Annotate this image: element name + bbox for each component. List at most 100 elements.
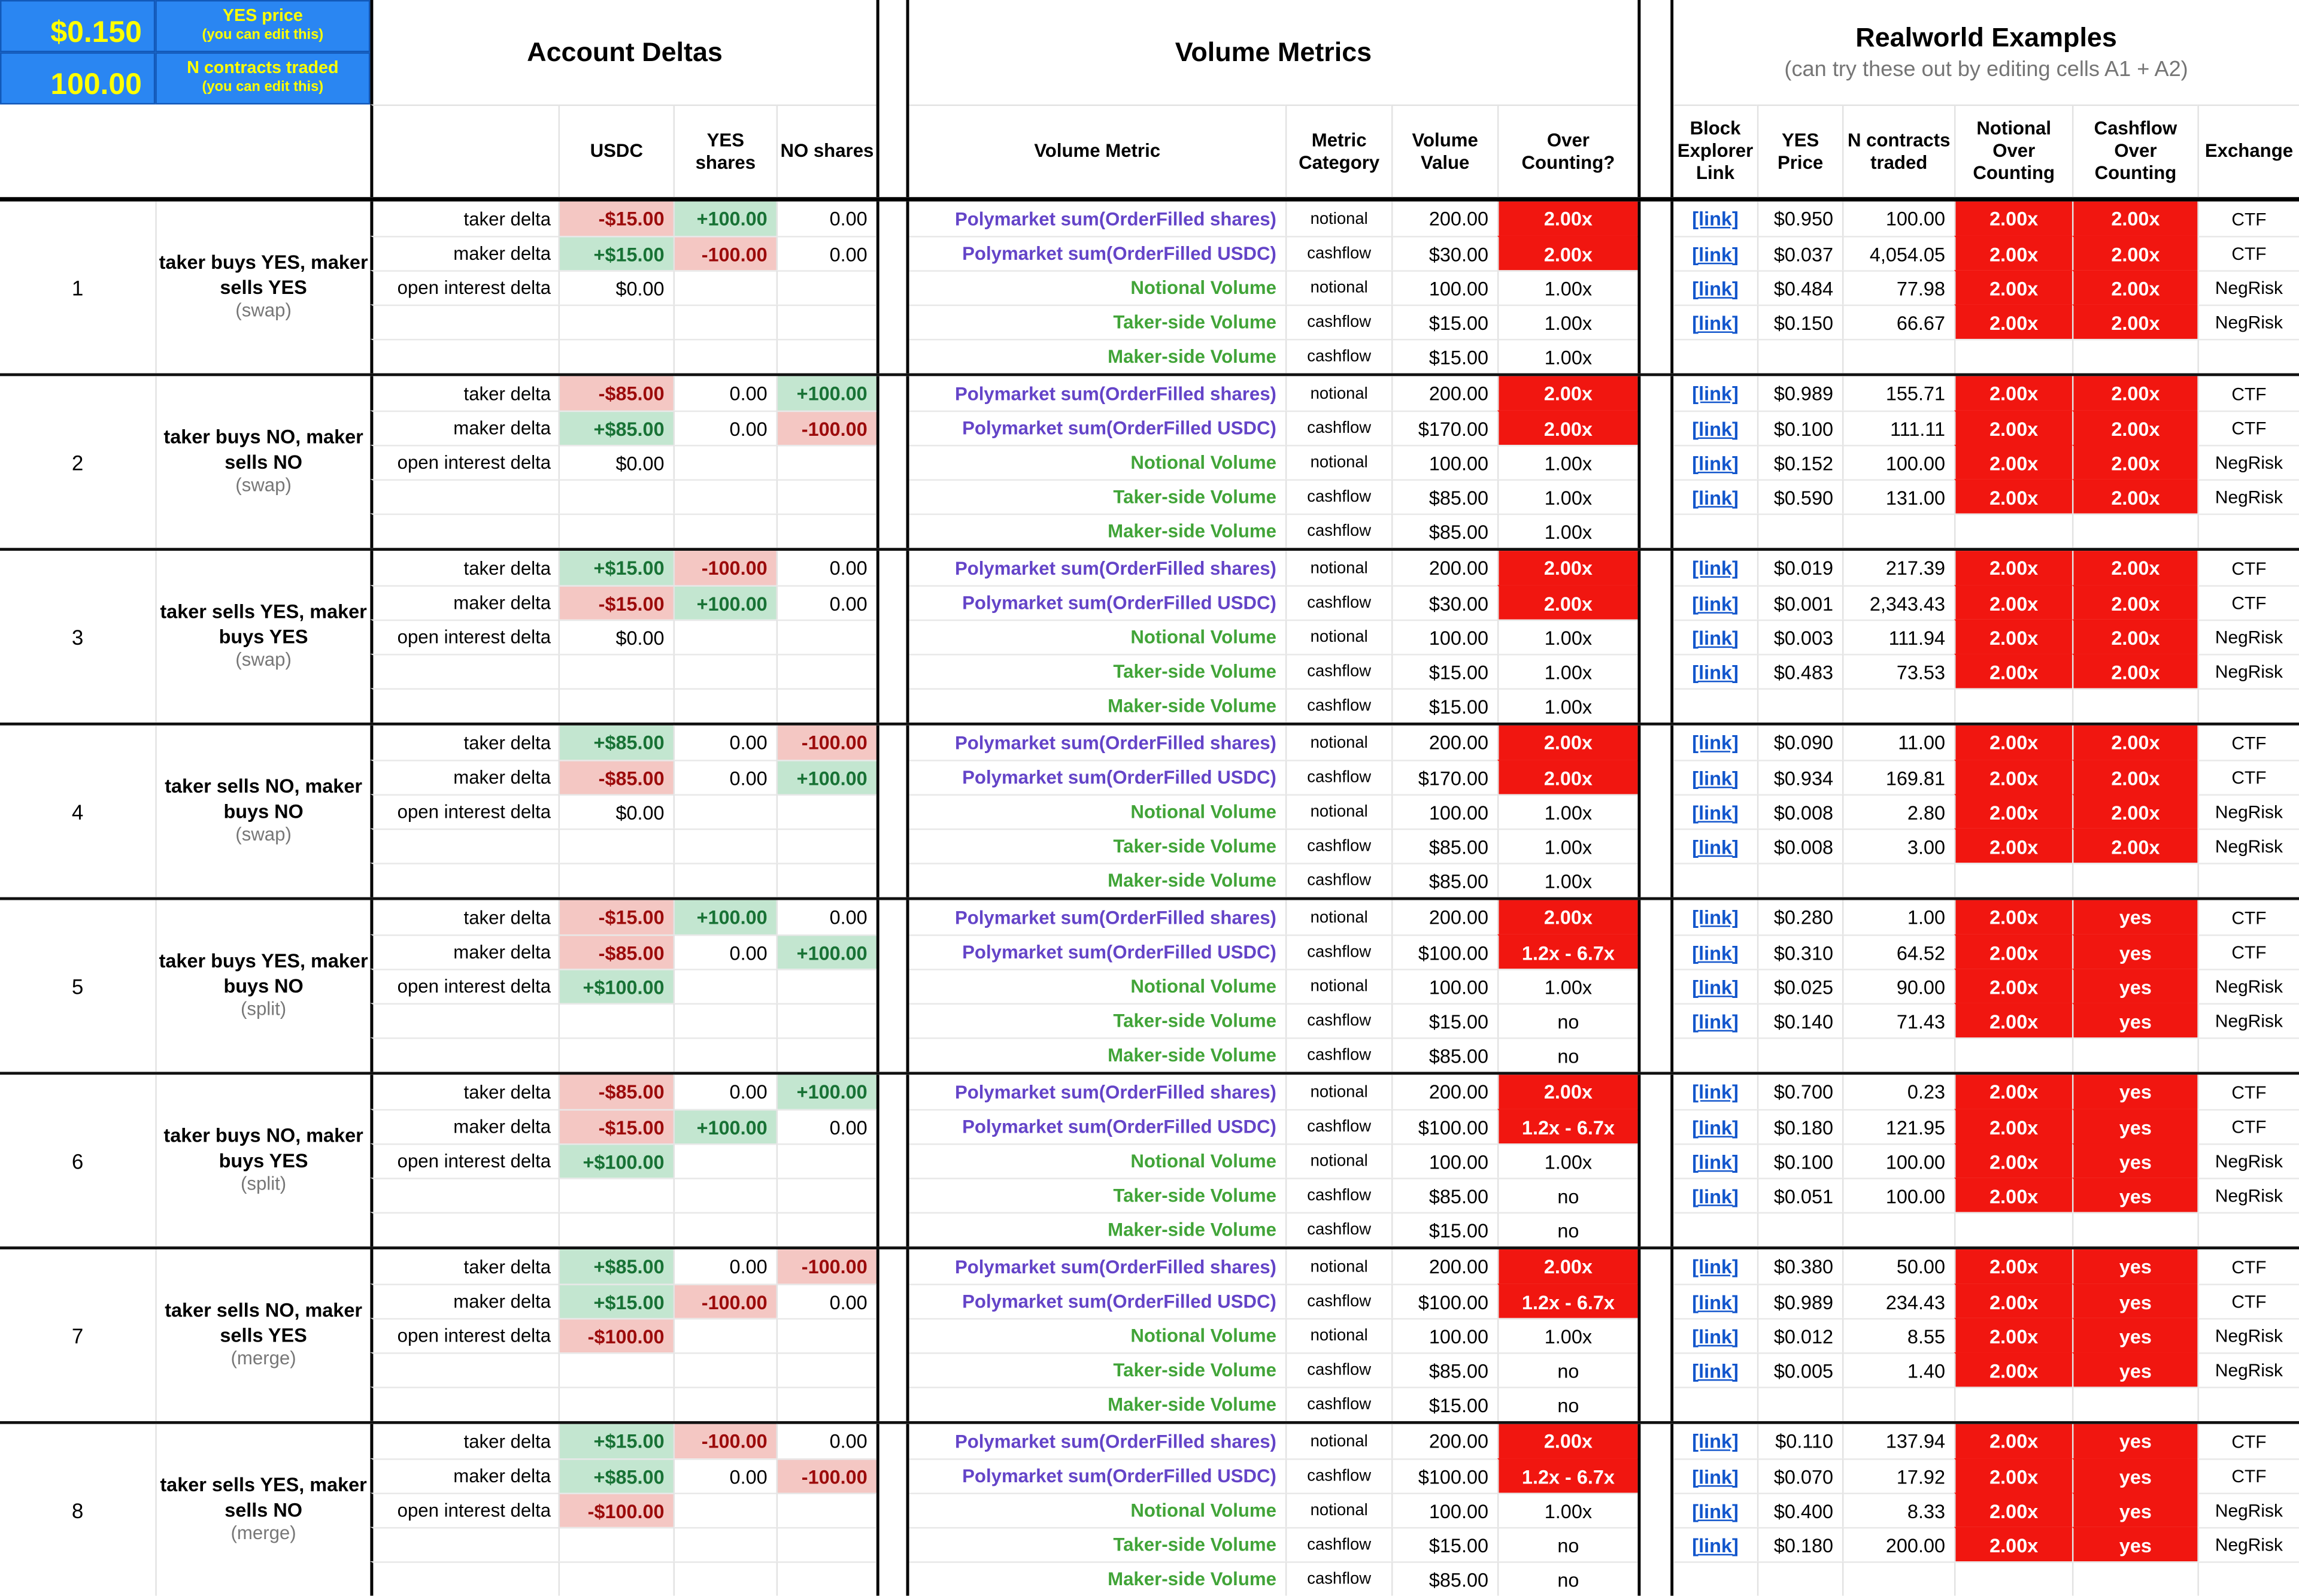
realworld-yes-price-cell[interactable] (1757, 1037, 1842, 1072)
yes-shares-delta-cell[interactable] (673, 513, 777, 548)
realworld-n-contracts-cell[interactable]: 11.00 (1842, 725, 1954, 760)
usdc-delta-cell[interactable]: +$100.00 (558, 969, 674, 1003)
notional-over-counting-cell[interactable]: 2.00x (1954, 1109, 2072, 1144)
no-shares-delta-cell[interactable] (776, 688, 876, 723)
metric-category-cell[interactable]: cashflow (1285, 1561, 1391, 1596)
yes-shares-delta-cell[interactable] (673, 1003, 777, 1037)
cashflow-over-counting-cell[interactable]: 2.00x (2071, 551, 2198, 585)
cashflow-over-counting-cell[interactable]: 2.00x (2071, 794, 2198, 829)
notional-over-counting-cell[interactable]: 2.00x (1954, 270, 2072, 305)
exchange-cell[interactable]: CTF (2197, 1458, 2299, 1493)
metric-category-cell[interactable]: notional (1285, 551, 1391, 585)
yes-shares-delta-cell[interactable] (673, 828, 777, 863)
exchange-cell[interactable] (2197, 1561, 2299, 1596)
metric-category-cell[interactable]: cashflow (1285, 513, 1391, 548)
usdc-delta-cell[interactable]: $0.00 (558, 445, 674, 480)
over-counting-cell[interactable]: 2.00x (1497, 585, 1638, 620)
no-shares-delta-cell[interactable] (776, 445, 876, 480)
usdc-delta-cell[interactable] (558, 1561, 674, 1596)
usdc-delta-cell[interactable] (558, 654, 674, 688)
over-counting-cell[interactable]: 2.00x (1497, 551, 1638, 585)
volume-value-cell[interactable]: 100.00 (1391, 1143, 1497, 1178)
metric-category-cell[interactable]: notional (1285, 1424, 1391, 1459)
block-explorer-link[interactable]: [link] (1673, 410, 1757, 445)
volume-value-cell[interactable]: $100.00 (1391, 934, 1497, 969)
no-shares-delta-cell[interactable]: +100.00 (776, 760, 876, 794)
yes-shares-delta-cell[interactable]: 0.00 (673, 760, 777, 794)
no-shares-delta-cell[interactable] (776, 1386, 876, 1421)
usdc-delta-cell[interactable] (558, 1352, 674, 1387)
usdc-delta-cell[interactable]: +$15.00 (558, 235, 674, 271)
notional-over-counting-cell[interactable]: 2.00x (1954, 376, 2072, 411)
realworld-n-contracts-cell[interactable]: 137.94 (1842, 1424, 1954, 1459)
realworld-n-contracts-cell[interactable]: 66.67 (1842, 304, 1954, 339)
no-shares-delta-cell[interactable] (776, 1143, 876, 1178)
realworld-n-contracts-cell[interactable]: 73.53 (1842, 654, 1954, 688)
metric-category-cell[interactable]: cashflow (1285, 1178, 1391, 1212)
cashflow-over-counting-cell[interactable] (2071, 1561, 2198, 1596)
no-shares-delta-cell[interactable] (776, 828, 876, 863)
block-explorer-link[interactable]: [link] (1673, 201, 1757, 236)
no-shares-delta-cell[interactable] (776, 1178, 876, 1212)
realworld-n-contracts-cell[interactable] (1842, 1037, 1954, 1072)
realworld-n-contracts-cell[interactable]: 111.94 (1842, 619, 1954, 654)
cashflow-over-counting-cell[interactable]: 2.00x (2071, 410, 2198, 445)
block-explorer-link[interactable]: [link] (1673, 725, 1757, 760)
yes-shares-delta-cell[interactable]: 0.00 (673, 1249, 777, 1284)
yes-shares-delta-cell[interactable] (673, 619, 777, 654)
yes-shares-delta-cell[interactable]: -100.00 (673, 551, 777, 585)
realworld-yes-price-cell[interactable]: $0.180 (1757, 1109, 1842, 1144)
volume-value-cell[interactable]: 100.00 (1391, 270, 1497, 305)
over-counting-cell[interactable]: no (1497, 1178, 1638, 1212)
metric-category-cell[interactable]: notional (1285, 1249, 1391, 1284)
realworld-n-contracts-cell[interactable]: 111.11 (1842, 410, 1954, 445)
exchange-cell[interactable]: NegRisk (2197, 445, 2299, 480)
metric-category-cell[interactable]: notional (1285, 725, 1391, 760)
metric-category-cell[interactable]: cashflow (1285, 1284, 1391, 1318)
usdc-delta-cell[interactable]: +$85.00 (558, 725, 674, 760)
metric-category-cell[interactable]: cashflow (1285, 1003, 1391, 1037)
usdc-delta-cell[interactable]: -$85.00 (558, 934, 674, 969)
usdc-delta-cell[interactable]: +$85.00 (558, 410, 674, 445)
over-counting-cell[interactable]: 1.00x (1497, 445, 1638, 480)
metric-category-cell[interactable]: cashflow (1285, 1458, 1391, 1493)
realworld-n-contracts-cell[interactable]: 90.00 (1842, 969, 1954, 1003)
no-shares-delta-cell[interactable] (776, 1318, 876, 1353)
realworld-n-contracts-cell[interactable] (1842, 1212, 1954, 1247)
realworld-yes-price-cell[interactable]: $0.380 (1757, 1249, 1842, 1284)
over-counting-cell[interactable]: 1.00x (1497, 479, 1638, 514)
no-shares-delta-cell[interactable]: +100.00 (776, 934, 876, 969)
exchange-cell[interactable]: NegRisk (2197, 1352, 2299, 1387)
metric-category-cell[interactable]: cashflow (1285, 235, 1391, 271)
cashflow-over-counting-cell[interactable]: yes (2071, 1318, 2198, 1353)
block-explorer-link[interactable]: [link] (1673, 760, 1757, 794)
yes-shares-delta-cell[interactable]: +100.00 (673, 201, 777, 236)
usdc-delta-cell[interactable] (558, 863, 674, 897)
realworld-yes-price-cell[interactable] (1757, 1212, 1842, 1247)
no-shares-delta-cell[interactable]: +100.00 (776, 1075, 876, 1109)
volume-value-cell[interactable]: $15.00 (1391, 688, 1497, 723)
no-shares-delta-cell[interactable]: 0.00 (776, 551, 876, 585)
no-shares-delta-cell[interactable]: -100.00 (776, 1458, 876, 1493)
yes-shares-delta-cell[interactable] (673, 1352, 777, 1387)
notional-over-counting-cell[interactable]: 2.00x (1954, 1527, 2072, 1562)
exchange-cell[interactable]: NegRisk (2197, 479, 2299, 514)
realworld-yes-price-cell[interactable]: $0.019 (1757, 551, 1842, 585)
exchange-cell[interactable]: CTF (2197, 900, 2299, 934)
usdc-delta-cell[interactable]: -$15.00 (558, 201, 674, 236)
notional-over-counting-cell[interactable]: 2.00x (1954, 1458, 2072, 1493)
exchange-cell[interactable]: CTF (2197, 410, 2299, 445)
exchange-cell[interactable]: CTF (2197, 760, 2299, 794)
cashflow-over-counting-cell[interactable]: 2.00x (2071, 304, 2198, 339)
metric-category-cell[interactable]: notional (1285, 969, 1391, 1003)
notional-over-counting-cell[interactable]: 2.00x (1954, 479, 2072, 514)
metric-category-cell[interactable]: notional (1285, 794, 1391, 829)
yes-shares-delta-cell[interactable]: +100.00 (673, 900, 777, 934)
cashflow-over-counting-cell[interactable]: yes (2071, 1249, 2198, 1284)
realworld-yes-price-cell[interactable]: $0.152 (1757, 445, 1842, 480)
usdc-delta-cell[interactable] (558, 1178, 674, 1212)
exchange-cell[interactable] (2197, 863, 2299, 897)
volume-value-cell[interactable]: $30.00 (1391, 585, 1497, 620)
exchange-cell[interactable]: NegRisk (2197, 828, 2299, 863)
realworld-yes-price-cell[interactable]: $0.070 (1757, 1458, 1842, 1493)
